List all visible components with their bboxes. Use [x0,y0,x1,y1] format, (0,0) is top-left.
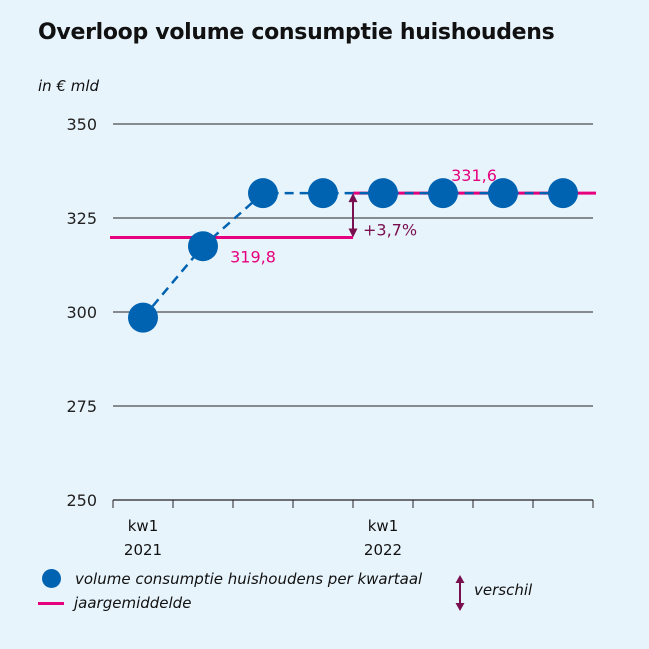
legend-average-label: jaargemiddelde [74,594,192,612]
data-point [128,302,158,333]
y-tick-label: 300 [66,303,97,322]
data-point [488,178,518,209]
y-tick-label: 250 [66,491,97,510]
difference-label: +3,7% [363,221,417,240]
legend-dot-icon [42,569,61,588]
data-point [428,178,458,209]
x-tick-label-year: 2021 [124,541,162,559]
double-arrow-icon [455,575,465,611]
legend-line-icon [38,601,64,605]
legend-difference-label: verschil [474,581,533,599]
y-tick-label: 325 [66,209,97,228]
y-tick-label: 275 [66,397,97,416]
x-tick-label-year: 2022 [364,541,402,559]
legend-item-average: jaargemiddelde [38,594,191,612]
data-point [248,178,278,209]
data-point [308,178,338,209]
average-label-2022: 331,6 [451,166,497,185]
data-point [188,231,218,262]
average-label-2021: 319,8 [230,248,276,267]
chart-title: Overloop volume consumptie huishoudens [38,20,555,45]
difference-arrow-head-down [348,228,358,238]
legend-series-label: volume consumptie huishoudens per kwarta… [75,569,423,588]
legend-item-series: volume consumptie huishoudens per kwarta… [42,569,422,588]
legend-item-difference: verschil [452,569,532,611]
x-tick-label-quarter: kw1 [128,517,159,535]
y-axis-unit-label: in € mld [38,77,100,95]
data-point [368,178,398,209]
y-tick-label: 350 [66,115,97,134]
data-point [548,178,578,209]
x-tick-label-quarter: kw1 [368,517,399,535]
difference-arrow-head-up [348,193,358,203]
